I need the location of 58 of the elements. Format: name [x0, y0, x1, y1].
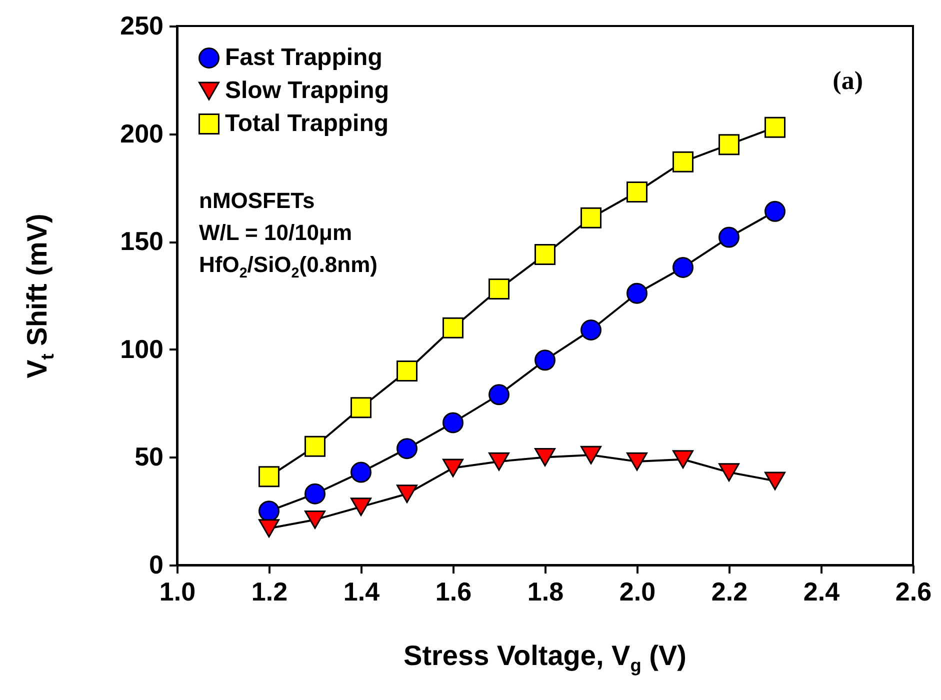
point: [672, 450, 694, 469]
point: [304, 483, 326, 504]
y-tick-label: 50: [134, 442, 164, 472]
y-tick-label: 250: [120, 10, 164, 40]
x-tick-label: 2.0: [619, 576, 656, 606]
x-tick-label: 1.6: [435, 576, 472, 606]
x-axis-title: Stress Voltage, V$_{g}$ (V): [404, 640, 686, 677]
point: [442, 412, 464, 434]
y-tick-label: 0: [149, 550, 164, 580]
point: [626, 452, 648, 471]
point: [488, 452, 510, 471]
point: [350, 462, 372, 483]
y-tick-label: 150: [120, 226, 164, 256]
x-tick-label: 1.4: [343, 576, 380, 606]
point: [304, 510, 326, 529]
legend-label: Total Trapping: [225, 110, 389, 137]
annotation: W/L = 10/10μm: [199, 220, 352, 246]
point: [350, 498, 372, 516]
point: [488, 384, 510, 406]
point: [626, 182, 648, 203]
point: [534, 350, 556, 371]
x-tick-label: 1.0: [159, 576, 196, 606]
annotation: nMOSFETs: [199, 188, 315, 214]
legend-label: Fast Trapping: [225, 44, 382, 71]
point: [396, 484, 418, 504]
point: [764, 472, 786, 490]
x-tick-label: 1.2: [251, 576, 288, 606]
point: [580, 320, 602, 340]
x-tick-label: 2.6: [895, 576, 932, 606]
point: [718, 463, 740, 482]
x-tick-label: 2.2: [711, 576, 748, 606]
point: [396, 360, 418, 382]
point: [580, 207, 602, 228]
point: [764, 116, 786, 138]
point: [488, 278, 510, 300]
point: [764, 200, 786, 222]
point: [534, 244, 556, 266]
y-tick-label: 100: [120, 334, 164, 364]
point: [534, 448, 556, 466]
point: [442, 458, 464, 478]
y-tick-label: 200: [120, 118, 164, 148]
point: [304, 436, 326, 457]
point: [258, 519, 280, 538]
point: [718, 226, 740, 248]
point: [580, 446, 602, 464]
x-tick-label: 2.4: [803, 576, 840, 606]
legend-label: Slow Trapping: [225, 77, 390, 104]
annotation: (a): [832, 66, 863, 96]
point: [672, 151, 694, 172]
point: [672, 256, 694, 278]
point: [626, 282, 648, 304]
point: [718, 134, 740, 156]
x-tick-label: 1.8: [527, 576, 564, 606]
annotation: HfO$_{2}$/SiO$_{2}$(0.8nm): [199, 252, 378, 282]
point: [258, 466, 280, 488]
point: [350, 397, 372, 418]
point: [396, 438, 418, 460]
point: [442, 317, 464, 338]
